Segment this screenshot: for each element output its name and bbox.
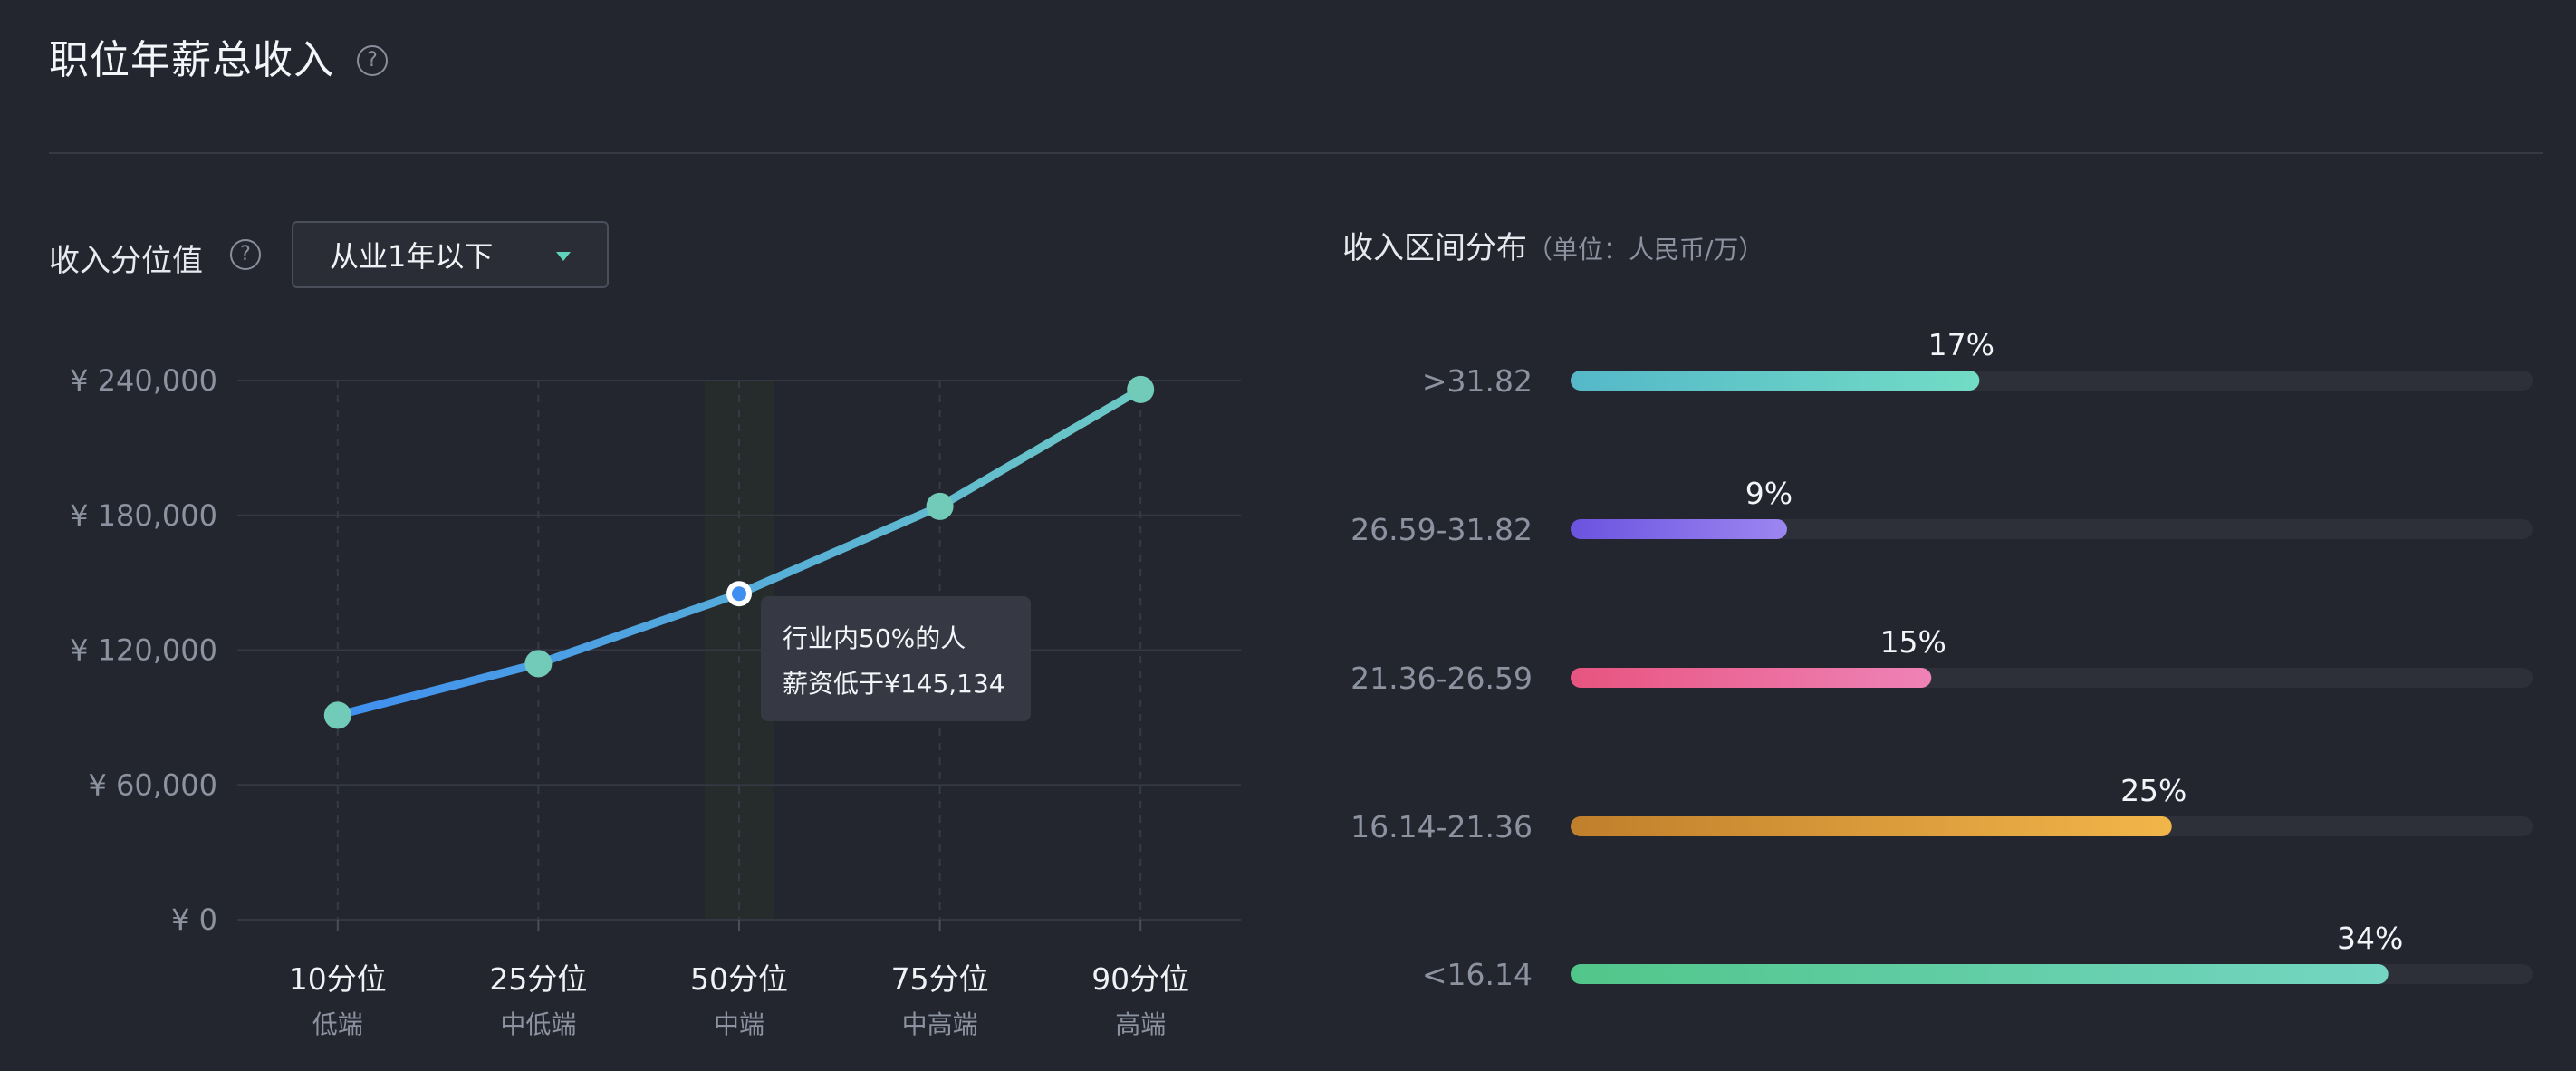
page-title: 职位年薪总收入 bbox=[49, 37, 334, 83]
x-tick-sublabel: 高端 bbox=[1115, 1009, 1166, 1039]
range-label: 26.59-31.82 bbox=[1350, 512, 1533, 547]
distribution-section-label: 收入区间分布（单位：人民币/万） bbox=[1342, 223, 1764, 267]
percent-label: 15% bbox=[1880, 624, 1946, 660]
help-icon[interactable]: ? bbox=[357, 45, 388, 76]
x-tick-sublabel: 中端 bbox=[714, 1009, 764, 1039]
chevron-down-icon bbox=[556, 252, 571, 261]
percentile-section-label: 收入分位值 bbox=[49, 243, 203, 279]
bar-track bbox=[1571, 964, 2533, 984]
bar-fill bbox=[1571, 519, 1787, 539]
percentile-line-chart: ¥ 0 ¥ 60,000 ¥ 120,000 ¥ 180,000 ¥ 240,000 10… bbox=[70, 363, 1241, 1039]
bar-fill bbox=[1571, 964, 2389, 984]
percent-label: 9% bbox=[1745, 476, 1793, 511]
distribution-unit: （单位：人民币/万） bbox=[1527, 235, 1764, 265]
percent-label: 34% bbox=[2337, 921, 2403, 956]
data-point bbox=[926, 492, 954, 520]
median-tooltip: 行业内50%的人 薪资低于¥145,134 bbox=[761, 596, 1031, 721]
range-label: <16.14 bbox=[1422, 957, 1533, 992]
data-point bbox=[1127, 375, 1155, 403]
y-tick-label: ¥ 180,000 bbox=[70, 498, 217, 533]
data-point bbox=[323, 701, 351, 729]
bar-fill bbox=[1571, 371, 1980, 391]
bar-track bbox=[1571, 668, 2533, 688]
percent-label: 25% bbox=[2120, 773, 2187, 808]
x-tick-sublabel: 中高端 bbox=[902, 1009, 978, 1039]
x-tick-label: 10分位 bbox=[289, 961, 387, 997]
data-point bbox=[524, 650, 553, 678]
y-tick-label: ¥ 60,000 bbox=[89, 767, 218, 802]
range-label: 21.36-26.59 bbox=[1350, 661, 1533, 696]
y-tick-label: ¥ 120,000 bbox=[70, 633, 217, 668]
experience-dropdown[interactable]: 从业1年以下 bbox=[292, 221, 609, 288]
distribution-title: 收入区间分布 bbox=[1342, 230, 1527, 266]
bar-track bbox=[1571, 371, 2533, 391]
experience-dropdown-value: 从业1年以下 bbox=[330, 239, 494, 274]
bar-fill bbox=[1571, 816, 2172, 836]
x-tick-label: 50分位 bbox=[690, 961, 788, 997]
x-tick-sublabel: 低端 bbox=[312, 1009, 363, 1039]
tooltip-line-1: 行业内50%的人 bbox=[783, 623, 966, 653]
range-label: 16.14-21.36 bbox=[1350, 809, 1533, 844]
highlight-point-inner bbox=[732, 586, 746, 602]
x-tick-label: 75分位 bbox=[891, 961, 989, 997]
y-tick-label: ¥ 240,000 bbox=[70, 363, 217, 398]
bar-fill bbox=[1571, 668, 1932, 688]
bar-track bbox=[1571, 816, 2533, 836]
x-tick-label: 25分位 bbox=[489, 961, 587, 997]
percent-label: 17% bbox=[1928, 327, 1994, 362]
bar-track bbox=[1571, 519, 2533, 539]
percentile-help-icon[interactable]: ? bbox=[230, 239, 261, 270]
x-tick-label: 90分位 bbox=[1091, 961, 1189, 997]
x-tick-sublabel: 中低端 bbox=[500, 1009, 576, 1039]
y-tick-label: ¥ 0 bbox=[171, 902, 217, 937]
header-divider bbox=[49, 152, 2543, 154]
tooltip-line-2: 薪资低于¥145,134 bbox=[783, 669, 1005, 699]
range-label: >31.82 bbox=[1422, 363, 1533, 399]
